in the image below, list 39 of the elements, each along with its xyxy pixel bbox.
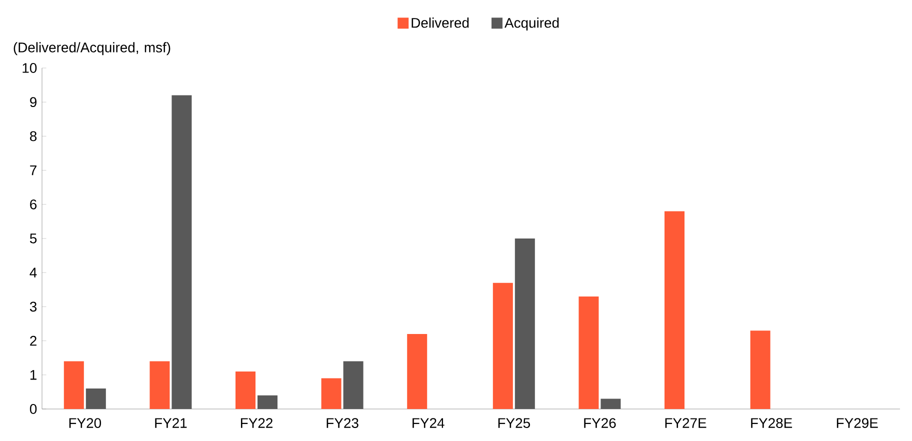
bar — [150, 361, 170, 409]
bar — [321, 378, 342, 409]
x-tick-label: FY27E — [665, 418, 706, 428]
bar — [578, 296, 599, 409]
y-tick-label: 2 — [30, 336, 36, 346]
bar — [750, 330, 770, 409]
x-tick-label: FY28E — [751, 418, 792, 428]
x-tick-label: FY26 — [584, 418, 616, 428]
bar — [343, 361, 364, 409]
y-axis-title: (Delivered/Acquired, msf) — [14, 42, 170, 56]
y-tick-label: 7 — [30, 166, 36, 176]
y-tick-label: 10 — [22, 63, 37, 73]
y-tick-label: 1 — [30, 370, 36, 380]
x-tick-label: FY24 — [412, 418, 444, 428]
bar — [492, 282, 513, 409]
x-tick-label: FY23 — [326, 418, 358, 428]
bar — [172, 95, 192, 409]
y-tick-label: 0 — [30, 404, 37, 414]
y-tick-label: 9 — [30, 97, 36, 108]
bar — [258, 395, 278, 409]
x-tick-label: FY25 — [498, 418, 530, 428]
y-tick-label: 4 — [30, 268, 37, 278]
x-tick-label: FY20 — [69, 418, 102, 428]
bar — [514, 238, 535, 409]
bar — [236, 371, 256, 409]
bar — [64, 361, 84, 409]
legend-label: Acquired — [504, 18, 559, 31]
x-tick-label: FY22 — [240, 418, 272, 428]
x-tick-label: FY21 — [155, 418, 187, 428]
y-tick-label: 5 — [30, 234, 37, 244]
bar — [664, 211, 685, 409]
x-tick-label: FY29E — [836, 418, 878, 428]
y-tick-label: 8 — [30, 131, 37, 142]
y-tick-label: 6 — [30, 199, 37, 210]
bar — [407, 334, 428, 409]
legend-label: Delivered — [412, 18, 469, 28]
bar — [600, 398, 621, 409]
y-tick-label: 3 — [30, 302, 37, 312]
bar — [86, 388, 106, 409]
